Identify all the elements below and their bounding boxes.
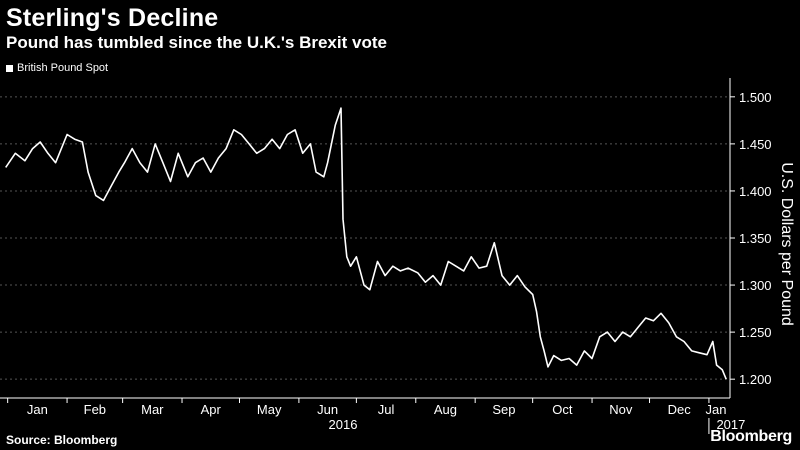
x-tick-label: Jan: [706, 402, 727, 417]
x-tick-label: Sep: [492, 402, 515, 417]
legend: British Pound Spot: [6, 62, 108, 74]
x-tick-label: Oct: [552, 402, 573, 417]
legend-swatch: [6, 64, 13, 72]
y-tick-label: 1.400: [739, 184, 772, 199]
x-tick-label: Jan: [27, 402, 48, 417]
year-label-2017: 2017: [716, 417, 745, 432]
y-tick-label: 1.200: [739, 372, 772, 387]
bloomberg-logo: Bloomberg: [710, 428, 792, 445]
y-tick-label: 1.250: [739, 325, 772, 340]
y-axis-title: U.S. Dollars per Pound: [778, 162, 795, 326]
chart-subtitle: Pound has tumbled since the U.K.'s Brexi…: [6, 33, 387, 52]
y-tick-label: 1.450: [739, 137, 772, 152]
x-tick-label: Mar: [141, 402, 164, 417]
legend-label: British Pound Spot: [17, 62, 109, 74]
x-tick-label: Dec: [668, 402, 692, 417]
y-tick-label: 1.350: [739, 231, 772, 246]
x-tick-label: Apr: [201, 402, 222, 417]
y-tick-label: 1.500: [739, 90, 772, 105]
y-tick-label: 1.300: [739, 278, 772, 293]
chart-title: Sterling's Decline: [6, 4, 219, 32]
x-tick-label: Jun: [317, 402, 338, 417]
x-tick-label: Aug: [434, 402, 457, 417]
year-label-2016: 2016: [329, 417, 358, 432]
x-tick-label: May: [257, 402, 282, 417]
source-note: Source: Bloomberg: [6, 433, 118, 447]
x-tick-label: Jul: [378, 402, 395, 417]
series-line-british-pound-spot: [5, 107, 727, 380]
x-tick-label: Feb: [84, 402, 106, 417]
x-tick-label: Nov: [609, 402, 633, 417]
